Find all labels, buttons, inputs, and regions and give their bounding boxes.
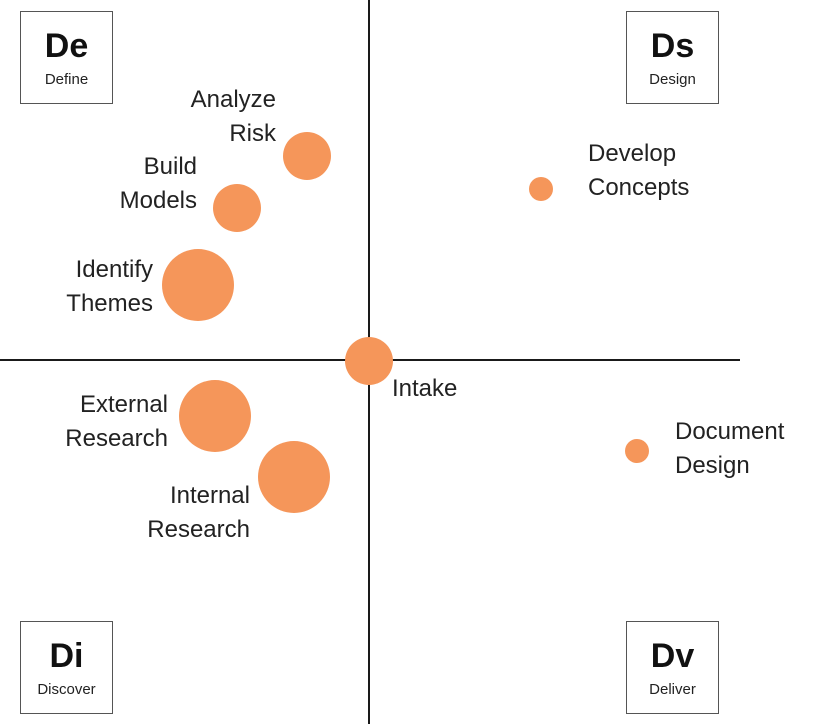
build-models-label: Build Models [119,153,197,214]
external-research-label: External Research [65,391,168,452]
deliver-tile: Dv Deliver [626,621,719,714]
analyze-risk-label: Analyze Risk [190,86,276,147]
design-label: Design [649,71,696,88]
discover-abbr: Di [49,637,84,675]
define-abbr: De [44,27,89,65]
define-label: Define [44,71,89,88]
intake-dot [345,337,393,385]
analyze-risk-dot [283,132,331,180]
define-tile: De Define [20,11,113,104]
develop-concepts-label: Develop Concepts [588,140,690,201]
identify-themes-label: Identify Themes [66,256,153,317]
external-research-dot [179,380,251,452]
document-design-dot [625,439,649,463]
discover-tile: Di Discover [20,621,113,714]
build-models-dot [213,184,261,232]
design-tile: Ds Design [626,11,719,104]
develop-concepts-dot [529,177,553,201]
discover-label: Discover [37,681,96,698]
identify-themes-dot [162,249,234,321]
internal-research-label: Internal Research [147,482,250,543]
design-abbr: Ds [650,27,695,65]
document-design-label: Document Design [675,418,785,479]
intake-label: Intake [392,375,458,402]
deliver-label: Deliver [649,681,696,698]
deliver-abbr: Dv [650,637,695,675]
internal-research-dot [258,441,330,513]
